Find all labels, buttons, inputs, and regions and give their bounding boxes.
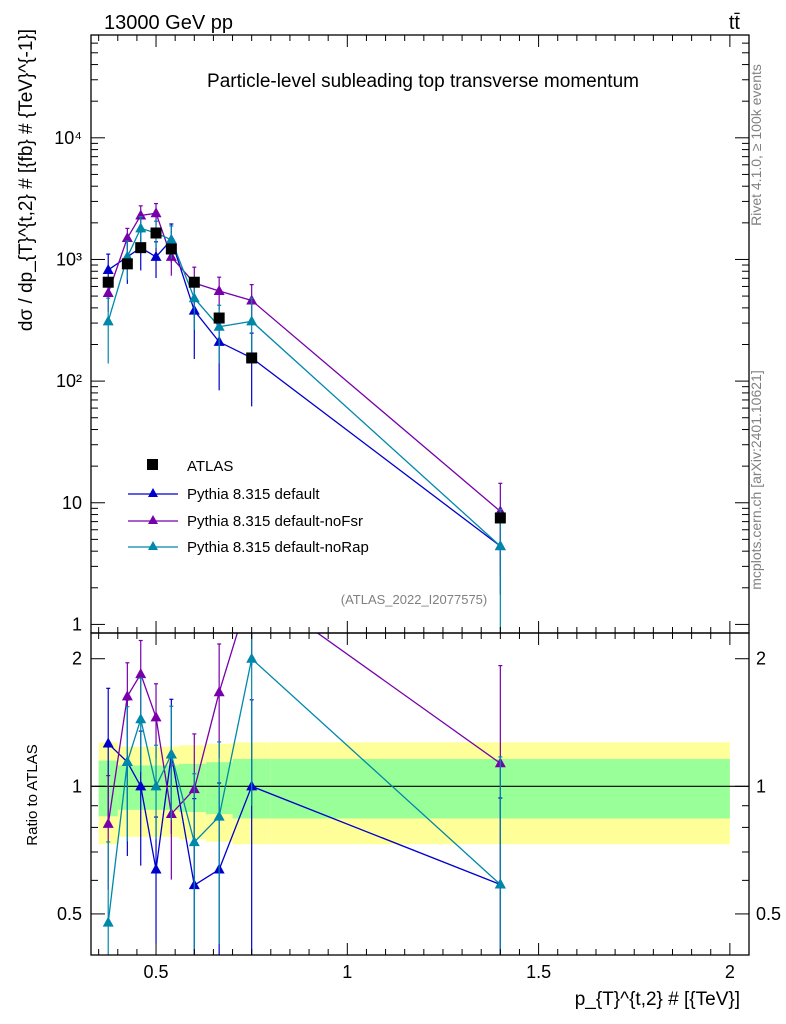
ratio-point-1-1 xyxy=(121,690,133,701)
legend: ATLAS Pythia 8.315 default Pythia 8.315 … xyxy=(128,458,369,556)
series-point-2-4 xyxy=(165,233,177,244)
analysis-id: (ATLAS_2022_I2077575) xyxy=(341,592,487,607)
legend-marker-atlas xyxy=(147,459,158,470)
data-point-6 xyxy=(213,312,225,324)
y-tick-label-2: 10² xyxy=(56,371,82,391)
series-point-1-0 xyxy=(102,287,114,298)
ratio-point-2-3 xyxy=(150,780,162,791)
series-point-0-0 xyxy=(102,263,114,274)
ratio-point-2-5 xyxy=(188,836,200,847)
data-point-2 xyxy=(135,242,147,254)
legend-label-nofsr: Pythia 8.315 default-noFsr xyxy=(187,513,363,530)
ratio-tick-label-right-0: 0.5 xyxy=(756,904,781,924)
series-main-2 xyxy=(102,216,506,633)
series-point-2-5 xyxy=(188,292,200,303)
ratio-point-2-8 xyxy=(494,878,506,889)
ratio-point-2-2 xyxy=(135,713,147,724)
series-point-1-6 xyxy=(213,285,225,296)
legend-marker-default xyxy=(148,488,158,497)
rivet-version: Rivet 4.1.0, ≥ 100k events xyxy=(748,64,764,226)
data-point-7 xyxy=(246,352,258,364)
data-point-3 xyxy=(150,227,162,239)
data-points xyxy=(102,227,506,524)
series-point-1-3 xyxy=(150,207,162,218)
x-axis-label: p_{T}^{t,2} # [{TeV}] xyxy=(575,989,740,1010)
y-tick-label-4: 10⁴ xyxy=(54,128,82,148)
x-tick-label-0: 0.5 xyxy=(144,962,169,982)
y-tick-label-3: 10³ xyxy=(56,249,82,269)
data-point-0 xyxy=(102,276,114,288)
ratio-tick-label-right-2: 2 xyxy=(756,649,766,669)
x-tick-label-2: 1.5 xyxy=(526,962,551,982)
y-tick-label-1: 10 xyxy=(62,493,82,513)
series-point-2-0 xyxy=(102,315,114,326)
process-label: tt̄ xyxy=(729,12,741,34)
mcplots-credit: mcplots.cern.ch [arXiv:2401.10621] xyxy=(748,370,764,589)
x-tick-label-1: 1 xyxy=(342,962,352,982)
ratio-y-axis-label: Ratio to ATLAS xyxy=(24,744,41,845)
energy-label: 13000 GeV pp xyxy=(104,12,233,34)
ratio-frame xyxy=(90,632,750,956)
data-point-4 xyxy=(165,243,177,255)
series-point-1-2 xyxy=(135,209,147,220)
data-point-8 xyxy=(494,512,506,524)
series-point-0-3 xyxy=(150,250,162,261)
ratio-point-2-6 xyxy=(213,810,225,821)
series-point-2-7 xyxy=(246,315,258,326)
ratio-point-0-0 xyxy=(102,737,114,748)
series-ratio-2 xyxy=(102,633,506,955)
series-point-2-8 xyxy=(494,540,506,551)
legend-marker-norap xyxy=(148,541,158,550)
series-line-1 xyxy=(107,212,501,512)
ratio-tick-label-left-0: 0.5 xyxy=(57,904,82,924)
ratio-point-1-6 xyxy=(213,686,225,697)
ratio-point-2-0 xyxy=(102,916,114,927)
band-inner-1 xyxy=(117,765,134,810)
series-point-2-6 xyxy=(213,320,225,331)
y-axis-label: dσ / dp_{T}^{t,2} # [{fb} # {TeV}^{-1}] xyxy=(16,29,37,331)
y-tick-label-0: 1 xyxy=(72,614,82,634)
legend-label-atlas: ATLAS xyxy=(187,458,233,475)
ratio-point-2-4 xyxy=(165,748,177,759)
ratio-point-1-2 xyxy=(135,668,147,679)
ratio-point-0-2 xyxy=(135,780,147,791)
series-point-1-1 xyxy=(121,232,133,243)
ratio-point-1-0 xyxy=(102,817,114,828)
ratio-tick-label-left-1: 1 xyxy=(72,776,82,796)
legend-label-norap: Pythia 8.315 default-noRap xyxy=(187,539,369,556)
ratio-point-1-7 xyxy=(246,580,257,590)
ratio-point-2-1 xyxy=(121,755,133,766)
legend-marker-nofsr xyxy=(148,515,158,524)
ratio-point-2-7 xyxy=(246,652,258,663)
x-tick-label-3: 2 xyxy=(725,962,735,982)
data-point-5 xyxy=(188,276,200,288)
ratio-tick-label-left-2: 2 xyxy=(72,649,82,669)
ratio-point-0-3 xyxy=(150,863,162,874)
ratio-tick-label-right-1: 1 xyxy=(756,776,766,796)
series-point-2-2 xyxy=(135,222,147,233)
ratio-point-1-3 xyxy=(150,711,162,722)
data-point-1 xyxy=(121,258,133,270)
legend-label-default: Pythia 8.315 default xyxy=(187,486,320,503)
chart-title: Particle-level subleading top transverse… xyxy=(207,71,639,92)
